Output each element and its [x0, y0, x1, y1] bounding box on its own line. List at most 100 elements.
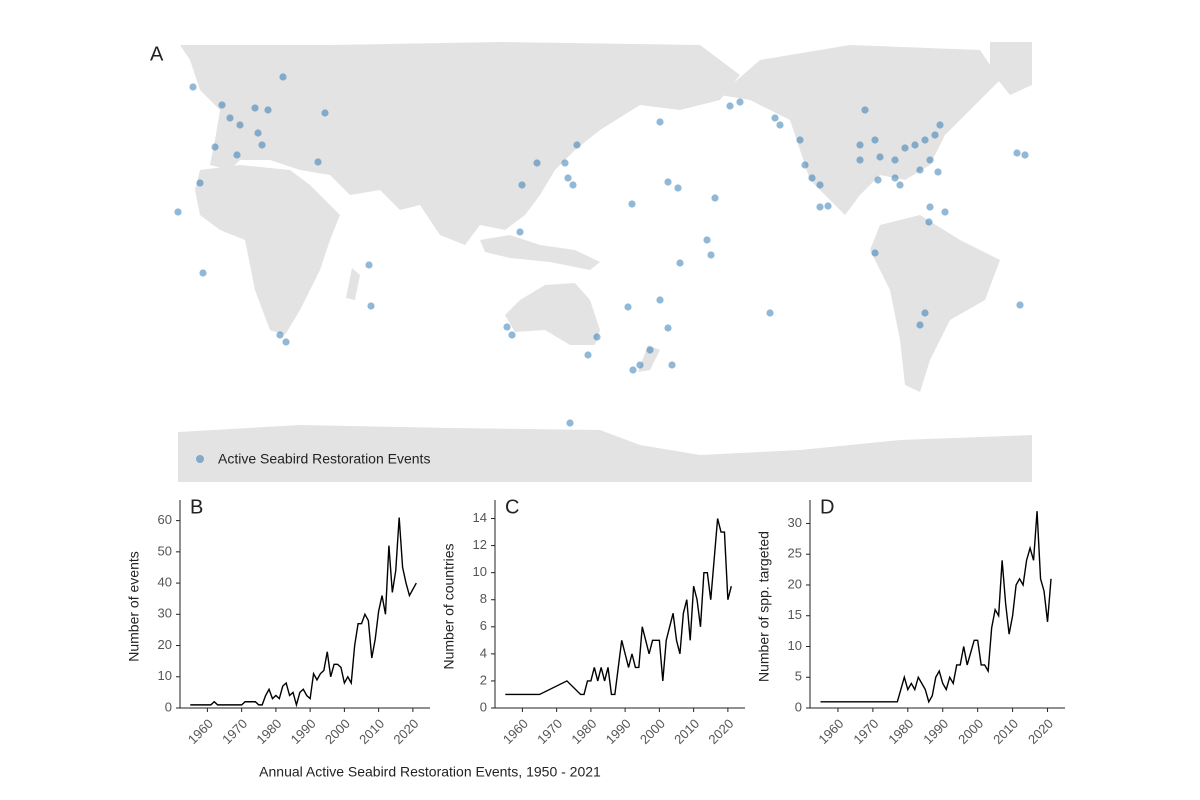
map-point	[564, 174, 572, 182]
map-point	[771, 114, 779, 122]
x-tick-label: 2020	[390, 716, 421, 747]
map-point	[566, 419, 574, 427]
map-point	[766, 309, 774, 317]
y-tick-label: 12	[473, 537, 487, 552]
map-point	[916, 166, 924, 174]
map-point	[664, 324, 672, 332]
y-axis-title: Number of spp. targeted	[756, 531, 772, 682]
greenland	[990, 42, 1032, 95]
y-tick-label: 30	[158, 606, 172, 621]
map-point	[861, 106, 869, 114]
map-point	[236, 121, 244, 129]
y-tick-label: 0	[480, 699, 487, 714]
map-point	[816, 203, 824, 211]
map-point	[656, 296, 664, 304]
x-tick-label: 1990	[920, 716, 951, 747]
antarctica	[178, 425, 1032, 482]
y-tick-label: 60	[158, 512, 172, 527]
x-tick-label: 2000	[322, 716, 353, 747]
map-point	[533, 159, 541, 167]
map-point	[516, 228, 524, 236]
map-point	[314, 158, 322, 166]
map-point	[874, 176, 882, 184]
x-tick-label: 2020	[705, 716, 736, 747]
y-axis-title: Number of events	[126, 551, 142, 662]
x-tick-label: 2010	[356, 716, 387, 747]
map-point	[629, 366, 637, 374]
map-point	[199, 269, 207, 277]
y-tick-label: 4	[480, 645, 487, 660]
y-tick-label: 8	[480, 591, 487, 606]
map-point	[656, 118, 664, 126]
map-point	[801, 161, 809, 169]
map-point	[926, 203, 934, 211]
map-point	[211, 143, 219, 151]
x-tick-label: 2020	[1025, 716, 1056, 747]
y-tick-label: 20	[788, 576, 802, 591]
y-tick-label: 0	[795, 699, 802, 714]
y-tick-label: 6	[480, 618, 487, 633]
y-tick-label: 20	[158, 637, 172, 652]
y-tick-label: 5	[795, 669, 802, 684]
map-point	[218, 101, 226, 109]
map-point	[936, 121, 944, 129]
x-tick-label: 1970	[850, 716, 881, 747]
data-line	[505, 518, 732, 696]
caption: Annual Active Seabird Restoration Events…	[259, 764, 601, 780]
north-america	[720, 45, 1000, 215]
map-point	[226, 114, 234, 122]
map-point	[174, 208, 182, 216]
map-point	[901, 144, 909, 152]
map-point	[707, 251, 715, 259]
map-point	[668, 361, 676, 369]
map-point	[824, 202, 832, 210]
legend-marker	[196, 455, 204, 463]
map-point	[189, 83, 197, 91]
map-point	[233, 151, 241, 159]
y-tick-label: 14	[473, 510, 487, 525]
x-tick-label: 1990	[288, 716, 319, 747]
x-tick-label: 1980	[568, 716, 599, 747]
map-point	[282, 338, 290, 346]
map-point	[941, 208, 949, 216]
x-tick-label: 2000	[637, 716, 668, 747]
map-point	[934, 168, 942, 176]
x-tick-label: 1960	[185, 716, 216, 747]
map-point	[926, 156, 934, 164]
panel-label: A	[150, 43, 164, 65]
panel-label: B	[190, 496, 203, 518]
y-tick-label: 15	[788, 607, 802, 622]
map-point	[279, 73, 287, 81]
map-point	[896, 181, 904, 189]
map-point	[254, 129, 262, 137]
legend-label: Active Seabird Restoration Events	[218, 451, 430, 467]
map-point	[856, 141, 864, 149]
y-tick-label: 50	[158, 543, 172, 558]
map-point	[726, 102, 734, 110]
x-tick-label: 1970	[219, 716, 250, 747]
map-point	[264, 106, 272, 114]
map-point	[776, 121, 784, 129]
y-axis-title: Number of countries	[441, 543, 457, 669]
south-america	[870, 215, 1000, 392]
map-point	[703, 236, 711, 244]
map-point	[584, 351, 592, 359]
map-land	[178, 42, 1032, 482]
map-point	[664, 178, 672, 186]
map-point	[891, 174, 899, 182]
x-tick-label: 1980	[885, 716, 916, 747]
map-point	[871, 249, 879, 257]
map-point	[636, 361, 644, 369]
x-tick-label: 1960	[500, 716, 531, 747]
y-tick-label: 10	[788, 638, 802, 653]
map-point	[628, 200, 636, 208]
map-point	[736, 98, 744, 106]
data-line	[820, 511, 1052, 704]
map-point	[921, 309, 929, 317]
map-point	[711, 194, 719, 202]
map-point	[561, 159, 569, 167]
map-point	[518, 181, 526, 189]
indonesia	[480, 235, 600, 270]
map-point	[573, 141, 581, 149]
